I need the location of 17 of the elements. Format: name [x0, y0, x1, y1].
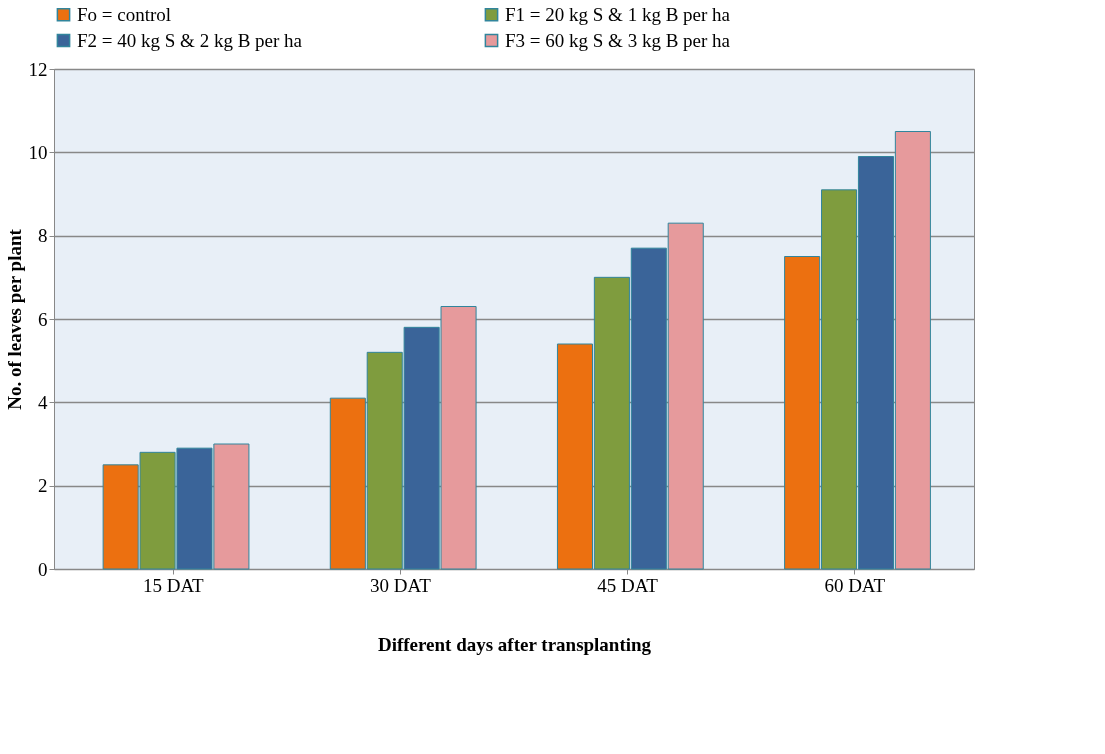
y-tick-label: 10	[28, 141, 48, 163]
x-tick-label: 30 DAT	[370, 574, 432, 596]
y-tick-label: 4	[38, 391, 48, 413]
y-tick-label: 2	[38, 475, 48, 497]
legend-label: F1 = 20 kg S & 1 kg B per ha	[505, 3, 731, 25]
x-axis-title: Different days after transplanting	[377, 633, 652, 655]
legend-label: F2 = 40 kg S & 2 kg B per ha	[77, 29, 303, 51]
y-axis-title: No. of leaves per plant	[3, 228, 25, 410]
y-tick-label: 8	[38, 225, 48, 247]
x-tick-label: 45 DAT	[597, 574, 659, 596]
y-tick-label: 12	[28, 58, 48, 80]
x-tick-label: 15 DAT	[142, 574, 204, 596]
y-tick-label: 6	[38, 308, 48, 330]
legend-label: Fo = control	[77, 3, 172, 25]
y-tick-label: 0	[38, 558, 48, 580]
x-tick-label: 60 DAT	[824, 574, 886, 596]
legend-label: F3 = 60 kg S & 3 kg B per ha	[505, 29, 731, 51]
